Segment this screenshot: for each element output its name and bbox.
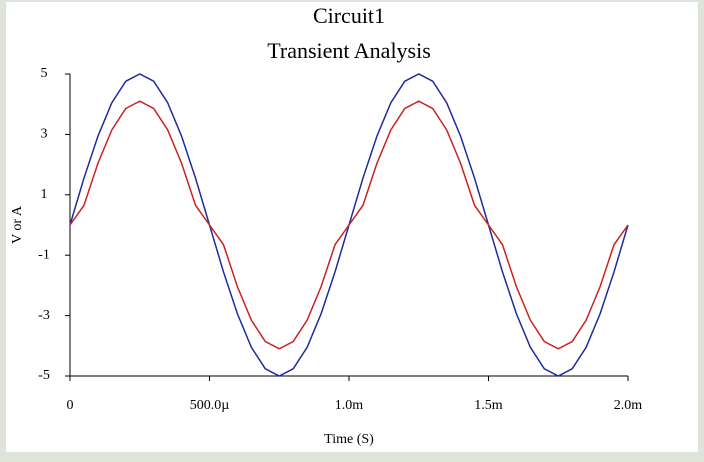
x-tick-label: 0 — [67, 398, 74, 413]
x-tick-label: 1.5m — [474, 398, 503, 413]
y-tick-label: 3 — [41, 127, 48, 142]
y-tick-label: -1 — [38, 247, 50, 262]
y-axis-label: V or A — [10, 205, 25, 244]
x-tick-label: 500.0µ — [190, 398, 230, 413]
y-tick-label: 5 — [41, 66, 48, 81]
series-line — [69, 100, 629, 350]
y-tick-label: 1 — [41, 187, 48, 202]
chart-title: Circuit1 — [313, 3, 385, 28]
chart-background — [6, 2, 698, 452]
x-tick-label: 2.0m — [614, 398, 643, 413]
x-tick-label: 1.0m — [335, 398, 364, 413]
y-tick-label: -3 — [38, 308, 50, 323]
y-tick-label: -5 — [38, 368, 50, 383]
chart-subtitle: Transient Analysis — [267, 38, 431, 63]
x-axis-label: Time (S) — [324, 432, 374, 447]
